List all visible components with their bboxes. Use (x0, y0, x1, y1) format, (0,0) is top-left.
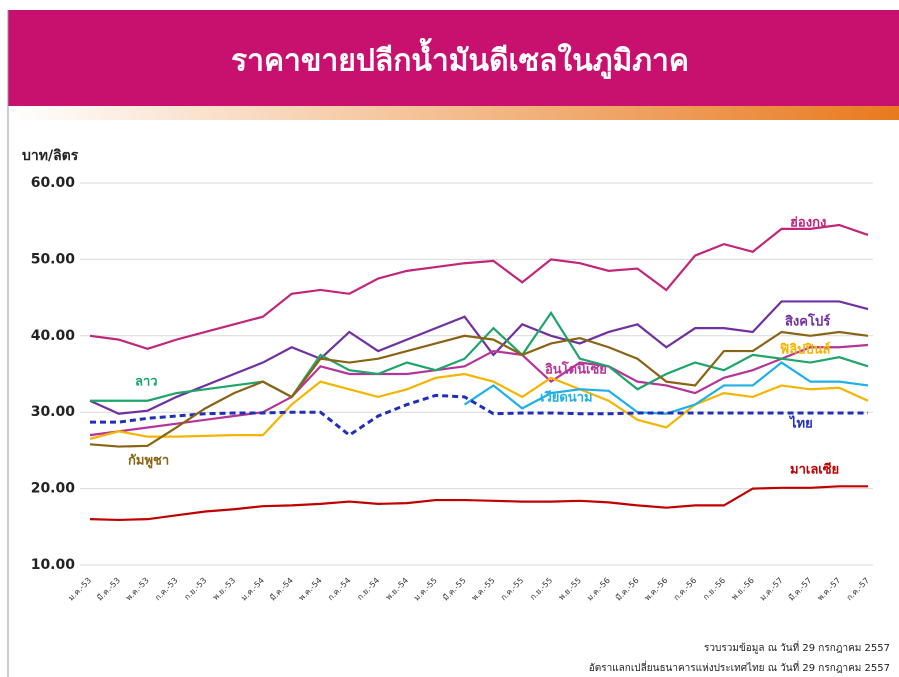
series-label: เวียดนาม (540, 390, 593, 406)
series-line (89, 485, 868, 522)
note: อัตราแลกเปลี่ยนธนาคารแห่งประเทศไทย ณ วัน… (589, 660, 890, 674)
series-label: ลาว (135, 375, 158, 390)
series-label: อินโดนีเซีย (545, 361, 607, 378)
y-tick-label: 40.00 (31, 328, 76, 344)
series-label: มาเลเซีย (790, 462, 839, 478)
series-label: ไทย (788, 415, 813, 432)
title-banner (8, 10, 899, 106)
series-line (90, 393, 868, 437)
series-line (89, 343, 869, 437)
chart-title: ราคาขายปลีกน้ำมันดีเซลในภูมิภาค (231, 38, 689, 80)
series-line (90, 310, 869, 402)
series-line (89, 330, 869, 448)
series-label: ฮ่องกง (790, 216, 826, 231)
series-line (463, 361, 869, 415)
series-label: สิงคโปร์ (785, 313, 830, 330)
series-label: กัมพูชา (128, 454, 169, 469)
banner-stripe (8, 106, 899, 120)
note: รวบรวมข้อมูล ณ วันที่ 29 กรกฎาคม 2557 (704, 640, 890, 654)
series-line (89, 223, 869, 350)
series-line (89, 300, 869, 415)
series-line (89, 372, 869, 441)
y-tick-label: 30.00 (31, 404, 76, 420)
y-tick-label: 10.00 (31, 557, 76, 573)
series-label: ฟิลิปปินส์ (780, 342, 831, 358)
y-tick-label: 20.00 (31, 481, 76, 497)
y-axis-label: บาท/ลิตร (22, 148, 79, 164)
y-tick-label: 60.00 (31, 175, 76, 191)
y-tick-label: 50.00 (31, 251, 76, 267)
